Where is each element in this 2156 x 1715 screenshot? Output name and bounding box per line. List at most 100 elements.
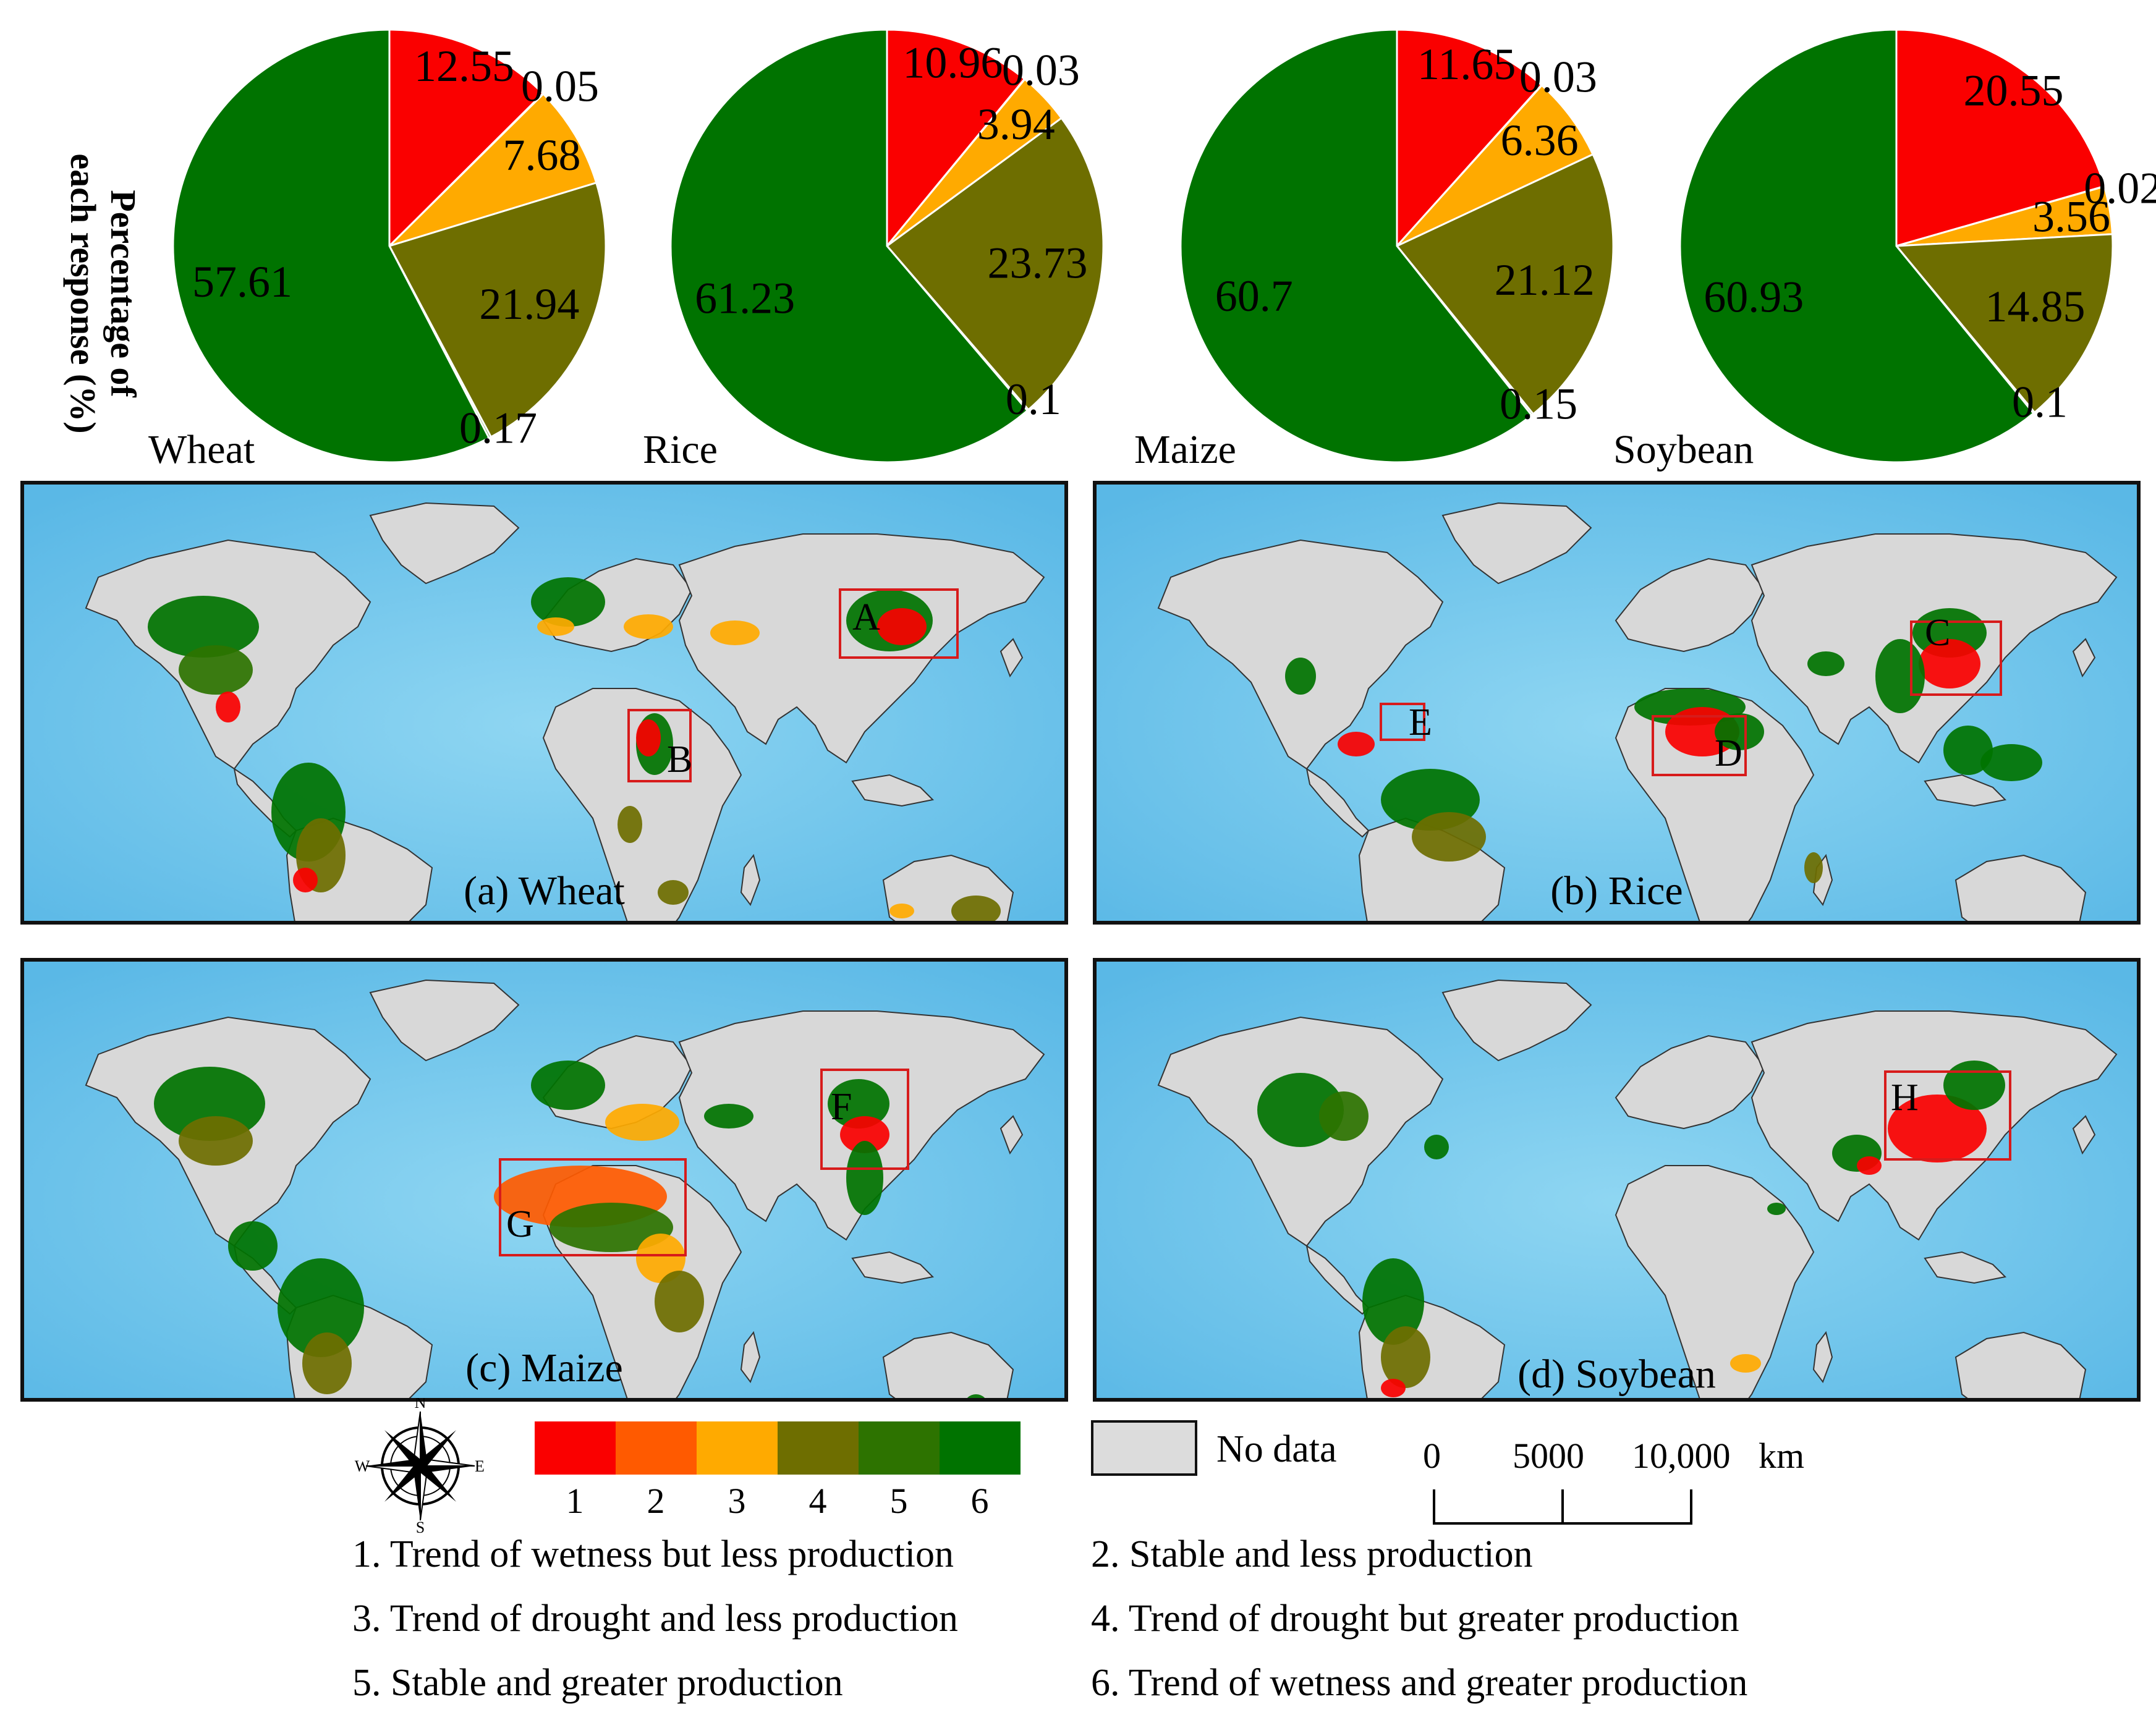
- pie-label-wheat-3: 7.68: [503, 130, 580, 180]
- map-panel-wheat: A B (a) Wheat: [20, 481, 1068, 925]
- pie-slice-maize-6: [1179, 28, 1533, 464]
- pie-label-soybean-6: 60.93: [1704, 272, 1804, 321]
- pie-label-wheat-6: 57.61: [192, 257, 292, 307]
- pie-label-rice-2: 0.03: [1002, 45, 1080, 95]
- legend-definition-4: 4. Trend of drought but greater producti…: [1091, 1598, 1739, 1640]
- pie-label-wheat-4: 21.94: [479, 279, 579, 329]
- pie-label-maize-1: 11.65: [1417, 40, 1516, 89]
- pie-slice-rice-4: [885, 116, 1105, 412]
- legend-number-1: 1: [566, 1481, 584, 1521]
- legend-definition-3: 3. Trend of drought and less production: [352, 1598, 958, 1640]
- pie-label-maize-3: 6.36: [1501, 116, 1579, 165]
- pie-name-soybean: Soybean: [1613, 427, 1754, 472]
- pie-name-rice: Rice: [643, 427, 718, 472]
- legend-number-3: 3: [728, 1481, 746, 1521]
- no-data-label: No data: [1216, 1428, 1337, 1470]
- region-label-C: C: [1925, 612, 1950, 654]
- compass-north: N: [415, 1398, 427, 1412]
- crop-patches: [148, 577, 1001, 921]
- region-box-H: [1884, 1070, 2011, 1161]
- region-label-F: F: [831, 1086, 852, 1128]
- scale-unit: km: [1759, 1436, 1805, 1476]
- pie-label-maize-6: 60.7: [1215, 271, 1293, 321]
- region-box-D: [1652, 715, 1747, 776]
- pie-label-wheat-2: 0.05: [521, 62, 599, 111]
- region-label-D: D: [1715, 732, 1742, 774]
- legend-swatch-2: [616, 1421, 697, 1475]
- pie-label-maize-4: 21.12: [1495, 255, 1595, 305]
- pie-slice-soybean-1: [1895, 28, 2106, 247]
- pie-rice: 10.960.03 3.94 23.73 0.1 61.23: [669, 28, 1105, 464]
- region-label-B: B: [667, 739, 692, 781]
- pie-axis-label: Percentage of each response (%): [37, 121, 161, 467]
- pie-label-rice-5: 0.1: [1006, 375, 1061, 424]
- crop-patches: [1257, 1061, 2005, 1397]
- pie-wheat: 12.55 0.05 7.68 21.94 0.17 57.61: [172, 28, 607, 464]
- pie-label-wheat-5: 0.17: [459, 403, 537, 452]
- legend-swatch-4: [778, 1421, 859, 1475]
- crop-patches: [154, 1061, 985, 1398]
- pie-label-soybean-3: 3.56: [2032, 192, 2110, 241]
- region-box-B: [627, 709, 692, 782]
- map-caption: (c) Maize: [465, 1345, 623, 1391]
- pie-maize: 11.65 0.03 6.36 21.12 0.15 60.7: [1179, 28, 1615, 464]
- map-panel-soybean: H (d) Soybean: [1093, 958, 2141, 1402]
- region-box-A: [839, 588, 959, 659]
- pie-slice-wheat-3: [388, 92, 598, 247]
- pie-soybean: 20.55 0.023.56 14.85 0.1 60.93: [1679, 28, 2156, 464]
- pie-slice-wheat-6: [172, 28, 491, 464]
- compass-rose-icon: N S W E: [352, 1394, 488, 1536]
- legend-swatch-5: [859, 1421, 940, 1475]
- axis-label-line-1: Percentage of: [103, 190, 143, 397]
- region-box-G: [499, 1158, 687, 1256]
- scale-bar: [1422, 1483, 1706, 1533]
- pie-label-soybean-5: 0.1: [2012, 378, 2068, 427]
- region-label-G: G: [506, 1203, 534, 1245]
- compass-south: S: [416, 1518, 425, 1534]
- map-caption: (d) Soybean: [1517, 1352, 1716, 1397]
- pie-label-soybean-2: 0.02: [2084, 164, 2156, 213]
- legend-number-4: 4: [808, 1481, 827, 1521]
- map-caption: (a) Wheat: [464, 868, 625, 913]
- scale-tick-5000: 5000: [1513, 1436, 1584, 1476]
- pie-label-soybean-1: 20.55: [1964, 66, 2064, 115]
- color-legend-bar: [535, 1421, 1021, 1475]
- pie-label-maize-5: 0.15: [1500, 379, 1577, 428]
- legend-number-2: 2: [647, 1481, 665, 1521]
- pie-label-rice-3: 3.94: [977, 100, 1055, 149]
- legend-definition-2: 2. Stable and less production: [1091, 1533, 1533, 1575]
- region-box-F: [820, 1069, 909, 1170]
- pie-slice-rice-6: [669, 28, 1029, 464]
- legend-definition-5: 5. Stable and greater production: [352, 1662, 843, 1704]
- pie-label-rice-1: 10.96: [902, 38, 1003, 87]
- region-label-H: H: [1891, 1077, 1919, 1119]
- compass-west: W: [355, 1457, 370, 1475]
- legend-definition-1: 1. Trend of wetness but less production: [352, 1533, 954, 1575]
- region-box-C: [1910, 620, 2002, 696]
- legend-definition-6: 6. Trend of wetness and greater producti…: [1091, 1662, 1748, 1704]
- pie-slice-soybean-6: [1679, 28, 2035, 464]
- pie-name-maize: Maize: [1134, 427, 1236, 472]
- pie-label-soybean-4: 14.85: [1985, 282, 2086, 331]
- region-box-E: [1380, 703, 1425, 741]
- pie-chart-wheat: 12.55 0.05 7.68 21.94 0.17 57.61 10.96 0.03 3.94…: [0, 0, 2156, 476]
- map-panel-maize: F G (c) Maize: [20, 958, 1068, 1402]
- pie-slice-wheat-4: [388, 181, 607, 439]
- pie-slice-rice-1: [886, 28, 1026, 249]
- scale-tick-0: 0: [1423, 1436, 1441, 1476]
- pie-slice-maize-4: [1395, 153, 1615, 415]
- pie-label-wheat-1: 12.55: [414, 41, 514, 91]
- region-label-E: E: [1409, 701, 1432, 743]
- pie-label-rice-4: 23.73: [987, 239, 1087, 288]
- pie-slice-maize-3: [1396, 83, 1595, 247]
- legend-swatch-1: [535, 1421, 616, 1475]
- compass-east: E: [475, 1457, 485, 1475]
- map-panel-rice: C D E (b) Rice: [1093, 481, 2141, 925]
- axis-label-line-2: each response (%): [63, 153, 103, 433]
- pie-label-maize-2: 0.03: [1519, 53, 1597, 102]
- pie-slice-maize-1: [1396, 28, 1543, 248]
- map-caption: (b) Rice: [1550, 868, 1683, 913]
- legend-swatch-6: [940, 1421, 1021, 1475]
- region-label-A: A: [852, 596, 880, 638]
- pie-name-wheat: Wheat: [148, 427, 255, 472]
